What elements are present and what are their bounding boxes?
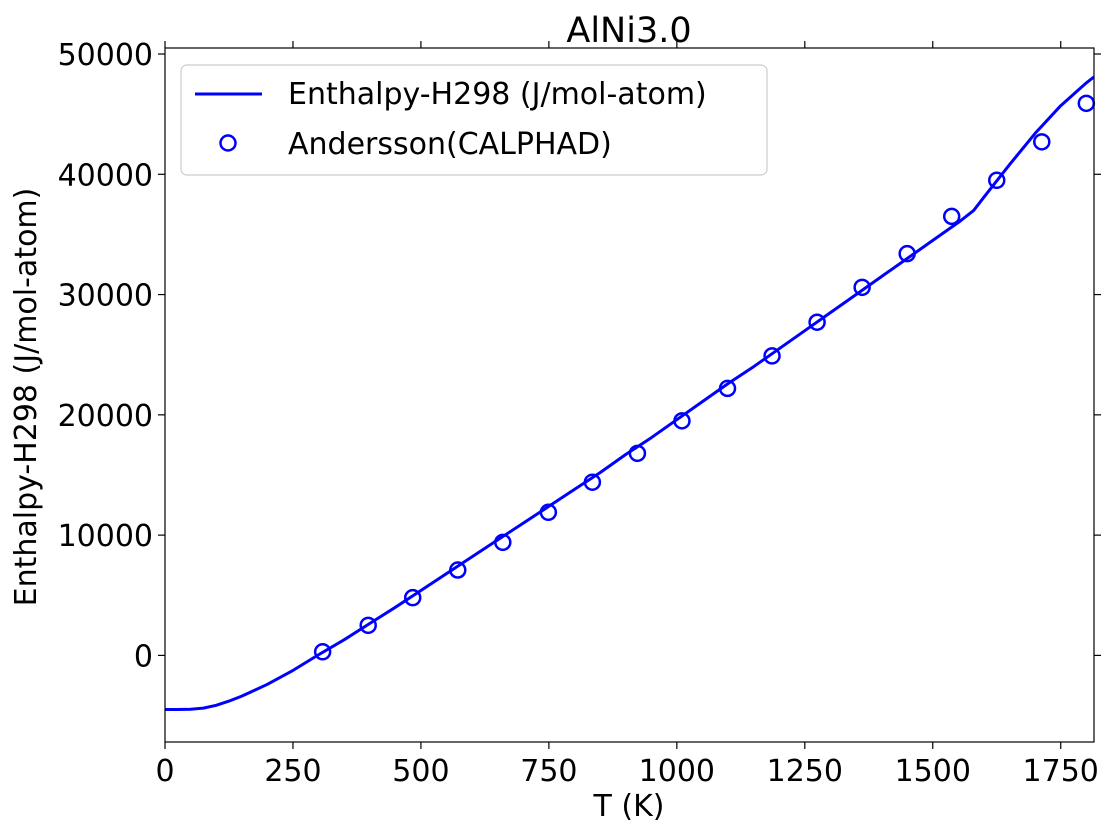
y-tick-label: 30000 — [58, 279, 153, 314]
x-tick-label: 0 — [155, 754, 174, 789]
y-tick-label: 20000 — [58, 399, 153, 434]
data-point-andersson — [313, 643, 332, 661]
data-point-andersson — [898, 244, 916, 263]
series-line-enthalpy — [165, 75, 1094, 711]
chart-title: AlNi3.0 — [566, 11, 691, 51]
data-point-andersson — [403, 588, 422, 607]
data-point-andersson — [673, 412, 691, 430]
data-point-andersson — [808, 313, 826, 331]
x-tick-label: 1000 — [639, 754, 715, 789]
data-point-andersson — [494, 533, 512, 552]
x-axis-label: T (K) — [593, 789, 665, 824]
x-tick-label: 500 — [392, 754, 449, 789]
y-tick-label: 50000 — [58, 38, 153, 73]
legend: Enthalpy-H298 (J/mol-atom) Andersson(CAL… — [180, 64, 768, 176]
legend-marker-swatch — [219, 134, 237, 152]
y-tick-label: 40000 — [58, 158, 153, 193]
x-tick-label: 1750 — [1023, 754, 1099, 789]
data-point-andersson — [539, 503, 558, 522]
data-point-andersson — [987, 171, 1006, 190]
data-point-andersson — [583, 473, 602, 491]
x-tick-label: 1500 — [895, 754, 971, 789]
data-point-andersson — [718, 379, 737, 398]
y-axis-label: Enthalpy-H298 (J/mol-atom) — [9, 188, 44, 607]
legend-label-andersson: Andersson(CALPHAD) — [288, 127, 612, 162]
plot-frame — [164, 47, 1095, 743]
data-point-andersson — [449, 561, 467, 579]
x-tick-label: 250 — [264, 754, 321, 789]
data-point-andersson — [763, 347, 781, 365]
x-tick-label: 750 — [520, 754, 577, 789]
data-point-andersson — [942, 207, 961, 226]
data-point-andersson — [1077, 94, 1096, 113]
y-tick-label: 0 — [134, 639, 153, 674]
legend-label-enthalpy: Enthalpy-H298 (J/mol-atom) — [288, 77, 707, 112]
x-tick-label: 1250 — [767, 754, 843, 789]
data-layer — [165, 75, 1096, 711]
ticks-layer: 0 250 500 750 1000 1250 1500 1750 0 10000 20000 300… — [58, 38, 1101, 789]
data-point-andersson — [1033, 133, 1051, 151]
data-point-andersson — [359, 616, 377, 635]
data-point-andersson — [628, 444, 647, 463]
legend-box — [180, 64, 768, 176]
data-point-andersson — [853, 278, 871, 297]
y-tick-label: 10000 — [58, 519, 153, 554]
